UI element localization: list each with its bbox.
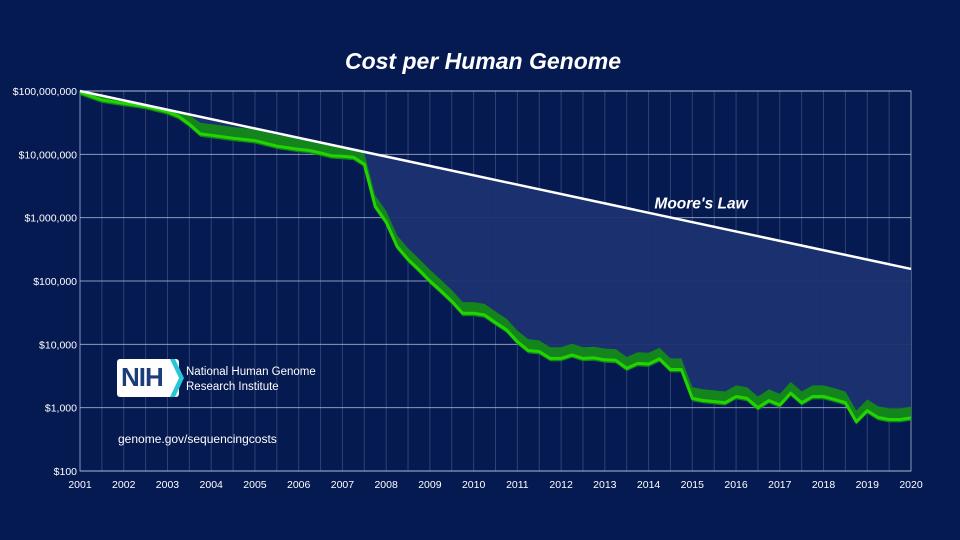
x-tick-label: 2016 — [724, 479, 748, 491]
org-name-line1: National Human Genome — [186, 366, 316, 378]
x-tick-label: 2009 — [418, 479, 442, 491]
x-tick-label: 2005 — [243, 479, 267, 491]
cost-range-band — [80, 91, 911, 425]
x-tick-label: 2019 — [856, 479, 880, 491]
org-name-line2: Research Institute — [186, 381, 279, 393]
y-tick-label: $1,000 — [45, 403, 77, 415]
x-tick-label: 2011 — [506, 479, 529, 491]
x-tick-label: 2003 — [156, 479, 180, 491]
x-tick-label: 2020 — [899, 479, 923, 491]
genome-cost-line — [79, 90, 912, 424]
moores-law-label: Moore's Law — [654, 195, 748, 212]
x-tick-label: 2010 — [462, 479, 486, 491]
x-tick-label: 2004 — [200, 479, 224, 491]
gap-area — [80, 91, 911, 422]
source-url: genome.gov/sequencingcosts — [118, 432, 277, 446]
x-tick-label: 2014 — [637, 479, 661, 491]
y-tick-label: $100,000 — [33, 276, 77, 288]
x-tick-label: 2007 — [331, 479, 355, 491]
x-tick-label: 2017 — [768, 479, 792, 491]
nih-logo-text: NIH — [121, 362, 164, 392]
y-tick-label: $100,000,000 — [13, 86, 77, 98]
y-tick-label: $10,000 — [39, 339, 77, 351]
y-tick-label: $100 — [54, 466, 78, 478]
x-tick-label: 2013 — [593, 479, 617, 491]
y-tick-label: $1,000,000 — [24, 213, 77, 225]
x-tick-label: 2006 — [287, 479, 311, 491]
nih-logo — [117, 359, 179, 397]
x-tick-label: 2008 — [374, 479, 398, 491]
x-tick-label: 2002 — [112, 479, 136, 491]
y-tick-label: $10,000,000 — [19, 149, 78, 161]
x-tick-label: 2018 — [812, 479, 836, 491]
chart-title: Cost per Human Genome — [344, 48, 622, 74]
x-tick-label: 2012 — [549, 479, 573, 491]
x-tick-label: 2015 — [681, 479, 705, 491]
nih-chevron-icon — [170, 359, 184, 397]
x-tick-label: 2001 — [68, 479, 92, 491]
moores-law-line — [79, 89, 912, 271]
